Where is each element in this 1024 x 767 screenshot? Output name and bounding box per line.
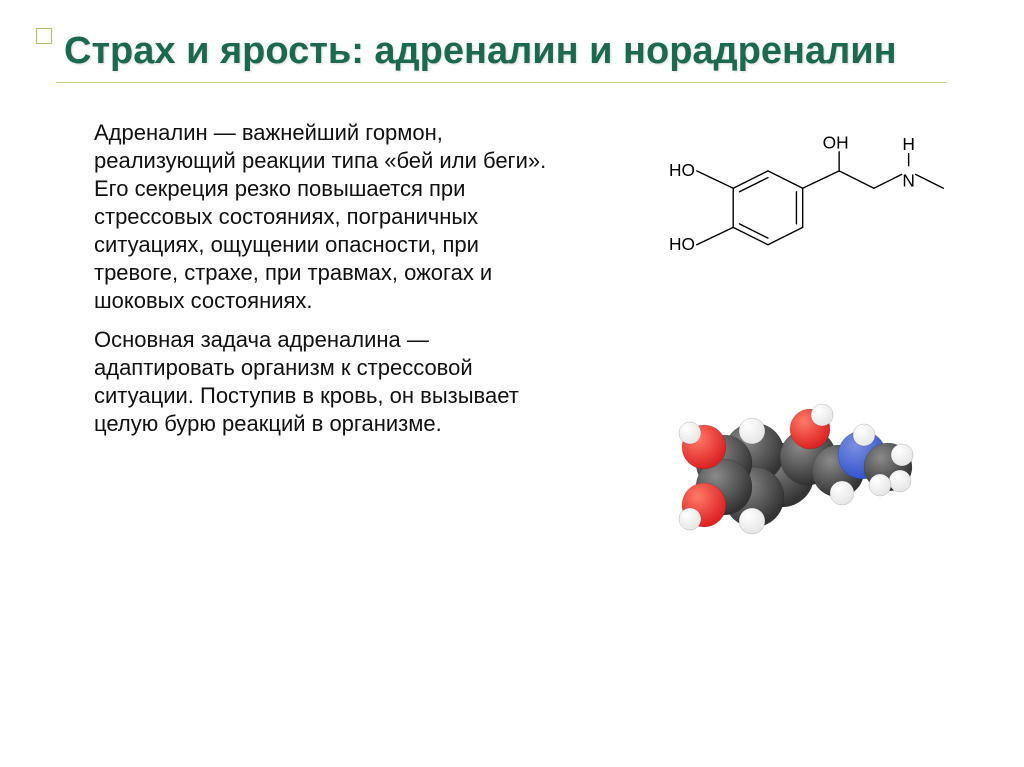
svg-text:N: N: [902, 170, 915, 190]
svg-text:H: H: [902, 134, 915, 154]
svg-text:HO: HO: [669, 160, 695, 180]
content-row: Адреналин — важнейший гормон, реализующи…: [94, 119, 984, 555]
accent-square-icon: [36, 28, 52, 44]
structural-formula-figure: HO HO OH NH: [629, 125, 959, 295]
svg-text:OH: OH: [823, 132, 849, 152]
svg-text:HO: HO: [669, 233, 695, 253]
title-rule: [56, 82, 947, 83]
slide: Страх и ярость: адреналин и норадреналин…: [0, 0, 1024, 767]
text-column: Адреналин — важнейший гормон, реализующи…: [94, 119, 564, 449]
figures-column: HO HO OH NH: [604, 119, 984, 555]
slide-title: Страх и ярость: адреналин и норадреналин: [64, 28, 984, 76]
space-filling-model-figure: [654, 375, 934, 555]
paragraph-2: Основная задача адреналина — адаптироват…: [94, 326, 564, 439]
paragraph-1: Адреналин — важнейший гормон, реализующи…: [94, 119, 564, 316]
